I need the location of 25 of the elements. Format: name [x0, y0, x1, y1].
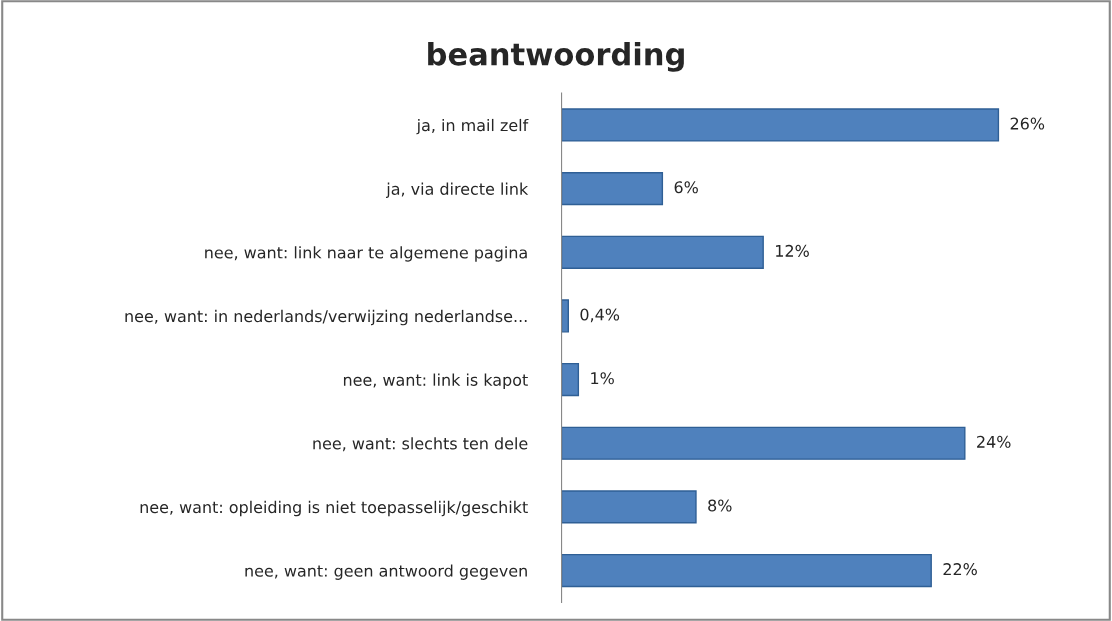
y-tick-label: ja, via directe link — [386, 182, 529, 199]
data-label: 12% — [776, 244, 809, 257]
bar — [561, 172, 664, 206]
data-label: 1% — [591, 372, 614, 385]
data-label: 24% — [977, 435, 1011, 448]
y-tick-label: nee, want: link naar te algemene pagina — [205, 246, 527, 262]
data-label: 22% — [943, 563, 977, 576]
data-label: 6% — [674, 181, 698, 194]
y-tick-label: nee, want: slechts ten dele — [313, 437, 528, 452]
y-tick-label: ja, in mail zelf — [416, 118, 529, 135]
y-tick-label: nee, want: geen antwoord gegeven — [245, 564, 527, 580]
y-tick-label: nee, want: link is kapot — [343, 373, 528, 389]
data-label: 26% — [1010, 117, 1045, 130]
bar — [561, 299, 569, 333]
bar — [561, 362, 580, 397]
y-tick-label: nee, want: in nederlands/verwijzing nederlandse... — [125, 309, 527, 326]
data-label: 0,4% — [580, 308, 620, 323]
data-label: 8% — [708, 499, 732, 512]
bar — [561, 235, 764, 269]
bar — [561, 426, 966, 460]
bar — [561, 108, 1000, 142]
bar — [561, 553, 932, 588]
bar — [561, 490, 697, 524]
y-tick-label: nee, want: opleiding is niet toepasselijk/geschikt — [140, 500, 528, 517]
chart-title: beantwoording — [428, 41, 684, 72]
